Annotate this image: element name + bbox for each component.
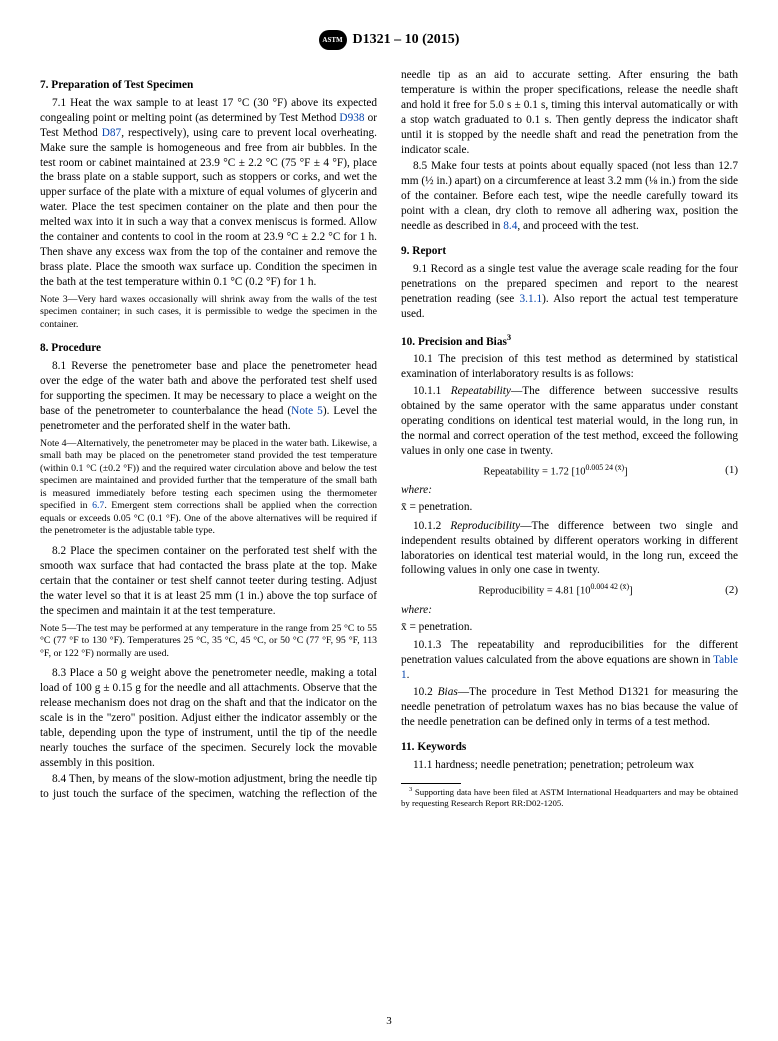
repeatability-label: Repeatability <box>451 385 511 397</box>
equation-2-row: Reproducibility = 4.81 [100.004 42 (x̄)]… <box>401 582 738 598</box>
where-2-text: x̄ = penetration. <box>401 621 472 633</box>
para-8-5-b: , and proceed with the test. <box>517 220 638 232</box>
footnote-3: 3 Supporting data have been filed at AST… <box>401 786 738 809</box>
bias-label: Bias <box>438 686 458 698</box>
link-note-5[interactable]: Note 5 <box>291 405 323 417</box>
where-2-def: x̄ = penetration. <box>401 620 738 635</box>
section-11-heading: 11. Keywords <box>401 740 738 755</box>
para-10-1-2: 10.1.2 Reproducibility—The difference be… <box>401 519 738 579</box>
link-6-7[interactable]: 6.7 <box>92 500 104 511</box>
eq2-base: Reproducibility = 4.81 [10 <box>478 586 590 597</box>
section-9-heading: 9. Report <box>401 244 738 259</box>
footnote-block: 3 Supporting data have been filed at AST… <box>401 783 738 809</box>
section-10-heading: 10. Precision and Bias3 <box>401 332 738 350</box>
page-header: ASTM D1321 – 10 (2015) <box>40 30 738 50</box>
eq1-base: Repeatability = 1.72 [10 <box>483 466 585 477</box>
eq2-close: ] <box>629 586 633 597</box>
link-d87[interactable]: D87 <box>102 127 121 139</box>
where-2: where: <box>401 603 738 618</box>
where-1: where: <box>401 483 738 498</box>
para-9-1: 9.1 Record as a single test value the av… <box>401 262 738 322</box>
equation-1: Repeatability = 1.72 [100.005 24 (x̄)] <box>401 463 710 479</box>
para-7-1-c: , respectively), using care to prevent l… <box>40 127 377 288</box>
para-7-1: 7.1 Heat the wax sample to at least 17 °… <box>40 96 377 290</box>
link-3-1-1[interactable]: 3.1.1 <box>520 293 543 305</box>
para-8-3: 8.3 Place a 50 g weight above the penetr… <box>40 666 377 770</box>
note-5: Note 5—The test may be performed at any … <box>40 623 377 661</box>
equation-1-number: (1) <box>710 463 738 478</box>
note-4: Note 4—Alternatively, the penetrometer m… <box>40 438 377 538</box>
designation-text: D1321 – 10 (2015) <box>353 32 460 48</box>
para-10-1: 10.1 The precision of this test method a… <box>401 352 738 382</box>
eq1-exp: 0.005 24 (x̄) <box>586 463 625 472</box>
para-8-1: 8.1 Reverse the penetrometer base and pl… <box>40 359 377 434</box>
equation-1-row: Repeatability = 1.72 [100.005 24 (x̄)] (… <box>401 463 738 479</box>
link-8-4[interactable]: 8.4 <box>503 220 517 232</box>
para-10-2: 10.2 Bias—The procedure in Test Method D… <box>401 685 738 730</box>
para-10-1-3-a: 10.1.3 The repeatability and reproducibi… <box>401 639 738 666</box>
eq2-exp: 0.004 42 (x̄) <box>590 582 629 591</box>
para-7-1-a: 7.1 Heat the wax sample to at least 17 °… <box>40 97 377 124</box>
section-10-title-text: 10. Precision and Bias <box>401 335 507 347</box>
where-1-def: x̄ = penetration. <box>401 500 738 515</box>
para-8-2: 8.2 Place the specimen container on the … <box>40 544 377 619</box>
section-8-heading: 8. Procedure <box>40 341 377 356</box>
body-columns: 7. Preparation of Test Specimen 7.1 Heat… <box>40 68 738 809</box>
where-1-text: x̄ = penetration. <box>401 501 472 513</box>
note-3: Note 3—Very hard waxes occasionally will… <box>40 294 377 332</box>
equation-2-number: (2) <box>710 583 738 598</box>
para-10-1-3-b: . <box>407 669 410 681</box>
footnote-rule <box>401 783 461 784</box>
page: ASTM D1321 – 10 (2015) 7. Preparation of… <box>0 0 778 1041</box>
equation-2: Reproducibility = 4.81 [100.004 42 (x̄)] <box>401 582 710 598</box>
section-10-footnote-marker: 3 <box>507 332 511 342</box>
astm-logo-icon: ASTM <box>319 30 347 50</box>
para-10-1-1: 10.1.1 Repeatability—The difference betw… <box>401 384 738 459</box>
reproducibility-label: Reproducibility <box>450 520 520 532</box>
page-number: 3 <box>0 1015 778 1027</box>
para-10-1-3: 10.1.3 The repeatability and reproducibi… <box>401 638 738 683</box>
section-7-heading: 7. Preparation of Test Specimen <box>40 78 377 93</box>
eq1-close: ] <box>624 466 628 477</box>
note-3-text: Note 3—Very hard waxes occasionally will… <box>40 294 377 330</box>
para-8-5: 8.5 Make four tests at points about equa… <box>401 159 738 234</box>
footnote-3-text: Supporting data have been filed at ASTM … <box>401 787 738 808</box>
para-11-1: 11.1 hardness; needle penetration; penet… <box>401 758 738 773</box>
link-d938[interactable]: D938 <box>339 112 364 124</box>
